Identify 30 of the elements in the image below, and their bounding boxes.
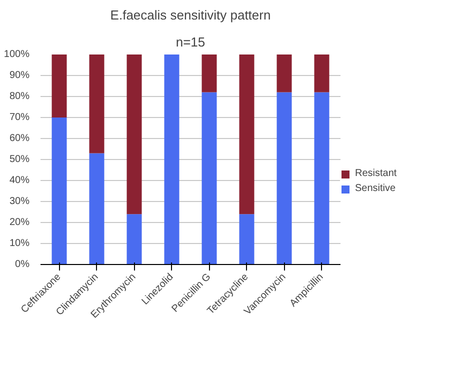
bar xyxy=(126,54,142,214)
bar xyxy=(239,214,254,264)
chart-title: E.faecalis sensitivity pattern xyxy=(110,8,271,22)
y-tick-label: 50% xyxy=(9,154,30,165)
chart-subtitle: n=15 xyxy=(176,34,206,50)
bar xyxy=(52,54,67,118)
bar xyxy=(89,54,104,154)
bar xyxy=(239,54,254,214)
legend-label: Resistant xyxy=(355,168,397,179)
y-tick-label: 100% xyxy=(4,49,30,60)
y-tick-label: 40% xyxy=(9,175,30,186)
bar xyxy=(314,92,330,264)
y-tick-label: 30% xyxy=(9,196,30,207)
bar xyxy=(126,214,142,264)
y-tick-label: 90% xyxy=(9,70,30,81)
bar xyxy=(314,54,330,92)
y-tick-label: 70% xyxy=(9,112,30,123)
bar xyxy=(164,54,180,264)
legend-label: Sensitive xyxy=(355,183,396,194)
y-tick-label: 80% xyxy=(9,91,30,102)
y-tick-label: 60% xyxy=(9,133,30,144)
bar xyxy=(276,54,292,92)
bar xyxy=(89,153,104,264)
y-tick-label: 20% xyxy=(9,217,30,228)
bar xyxy=(276,92,292,264)
bar xyxy=(202,92,217,264)
y-tick-label: 0% xyxy=(15,259,30,270)
bar xyxy=(202,54,217,92)
y-tick-label: 10% xyxy=(9,238,30,249)
bar xyxy=(52,118,67,264)
